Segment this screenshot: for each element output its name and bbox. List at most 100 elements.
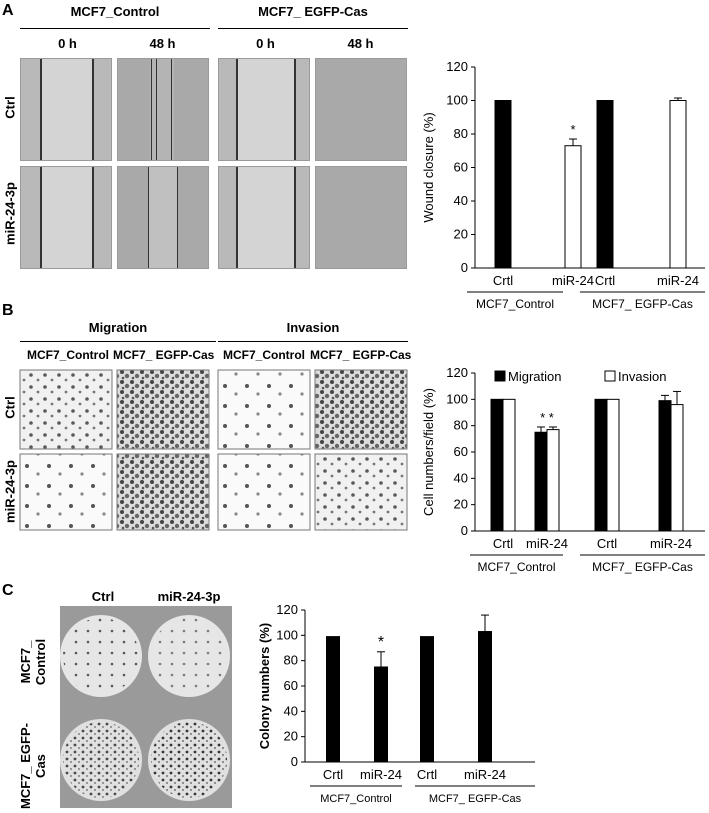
bar — [658, 400, 672, 532]
subgroup-label: MCF7_Control — [223, 348, 305, 362]
wound-image — [218, 166, 310, 269]
bar — [494, 100, 512, 269]
bar — [490, 398, 504, 532]
bar — [374, 666, 388, 763]
subgroup-label: MCF7_ EGFP-Cas — [310, 348, 412, 362]
wound-image — [117, 166, 209, 269]
y-tick-label: 40 — [454, 193, 468, 208]
group-underline — [20, 28, 210, 29]
y-axis-label: Colony numbers (%) — [257, 623, 272, 749]
significance-marker: * * — [540, 410, 554, 425]
group-underline — [218, 341, 408, 342]
col-label-ctrl: Ctrl — [91, 589, 115, 604]
bar — [669, 100, 687, 269]
bar — [670, 404, 684, 532]
group-underline — [218, 28, 408, 29]
x-tick-label: miR-24 — [650, 536, 692, 551]
group-label-a-right: MCF7_ EGFP-Cas — [258, 4, 368, 19]
subgroup-label: MCF7_ EGFP-Cas — [113, 348, 215, 362]
row-label-mcf7-control: MCF7_ Control — [18, 638, 48, 686]
bar — [420, 636, 434, 763]
group-underline — [20, 341, 216, 342]
wound-image — [117, 58, 209, 161]
group-label-b-left: Migration — [88, 320, 148, 335]
y-tick-label: 120 — [276, 602, 298, 617]
x-tick-label: miR-24 — [464, 767, 506, 782]
significance-marker: * — [570, 122, 575, 137]
bar — [478, 631, 492, 763]
y-tick-label: 100 — [446, 93, 468, 108]
time-label: 0 h — [256, 36, 275, 51]
y-tick-label: 100 — [446, 391, 468, 406]
chart-cell-numbers: Cell numbers/field (%) 0 20 40 60 80 100 120 Crt… — [421, 365, 705, 574]
row-label-mcf7-egfp: MCF7_ EGFP-Cas — [18, 723, 48, 809]
x-tick-label: miR-24 — [526, 536, 568, 551]
y-tick-label: 40 — [284, 703, 298, 718]
time-label: 48 h — [149, 36, 176, 51]
x-tick-label: miR-24 — [552, 273, 594, 288]
panel-label-c: C — [2, 582, 14, 599]
y-axis-label: Wound closure (%) — [421, 112, 436, 222]
bar — [596, 100, 614, 269]
panel-label-b: B — [2, 302, 14, 319]
bar — [502, 398, 516, 532]
significance-marker: * — [378, 634, 384, 651]
x-tick-label: miR-24 — [360, 767, 402, 782]
y-tick-label: 20 — [454, 227, 468, 242]
panel-label-a: A — [2, 2, 14, 19]
x-tick-label: Crtl — [493, 273, 513, 288]
x-tick-label: Crtl — [323, 767, 343, 782]
y-tick-label: 40 — [454, 470, 468, 485]
group-label: MCF7_Control — [477, 560, 555, 574]
y-tick-label: 80 — [454, 418, 468, 433]
bar — [606, 398, 620, 532]
y-tick-label: 120 — [446, 59, 468, 74]
y-tick-label: 20 — [284, 729, 298, 744]
wound-image — [218, 58, 310, 161]
subgroup-label: MCF7_Control — [27, 348, 109, 362]
y-tick-label: 80 — [454, 126, 468, 141]
x-tick-label: Crtl — [417, 767, 437, 782]
wound-image — [20, 58, 112, 161]
bar — [326, 636, 340, 763]
time-label: 48 h — [347, 36, 374, 51]
legend-label: Invasion — [618, 369, 666, 384]
y-tick-label: 0 — [461, 523, 468, 538]
y-tick-label: 120 — [446, 365, 468, 380]
y-tick-label: 0 — [461, 260, 468, 275]
y-tick-label: 100 — [276, 627, 298, 642]
x-tick-label: Crtl — [595, 273, 615, 288]
wound-image — [20, 166, 112, 269]
x-tick-label: Crtl — [597, 536, 617, 551]
y-tick-label: 80 — [284, 653, 298, 668]
bar — [594, 398, 608, 532]
time-label: 0 h — [58, 36, 77, 51]
legend-label: Migration — [508, 369, 561, 384]
wound-image — [315, 58, 407, 161]
y-tick-label: 20 — [454, 497, 468, 512]
group-label: MCF7_Control — [320, 793, 392, 805]
wound-image — [315, 166, 407, 269]
y-tick-label: 60 — [454, 444, 468, 459]
legend-swatch — [604, 370, 616, 382]
y-tick-label: 60 — [454, 160, 468, 175]
group-label: MCF7_ EGFP-Cas — [592, 560, 693, 574]
group-label: MCF7_Control — [476, 297, 554, 311]
col-label-mir: miR-24-3p — [157, 589, 221, 604]
y-tick-label: 0 — [291, 754, 298, 769]
group-label: MCF7_ EGFP-Cas — [429, 793, 522, 805]
bar — [534, 431, 548, 532]
y-axis-label: Cell numbers/field (%) — [421, 388, 436, 516]
group-label-b-right: Invasion — [286, 320, 340, 335]
bar — [564, 145, 582, 269]
x-tick-label: Crtl — [493, 536, 513, 551]
legend-swatch — [494, 370, 506, 382]
group-label-a-left: MCF7_Control — [70, 4, 160, 19]
y-tick-label: 60 — [284, 678, 298, 693]
group-label: MCF7_ EGFP-Cas — [592, 297, 693, 311]
bar — [546, 429, 560, 532]
x-tick-label: miR-24 — [657, 273, 699, 288]
